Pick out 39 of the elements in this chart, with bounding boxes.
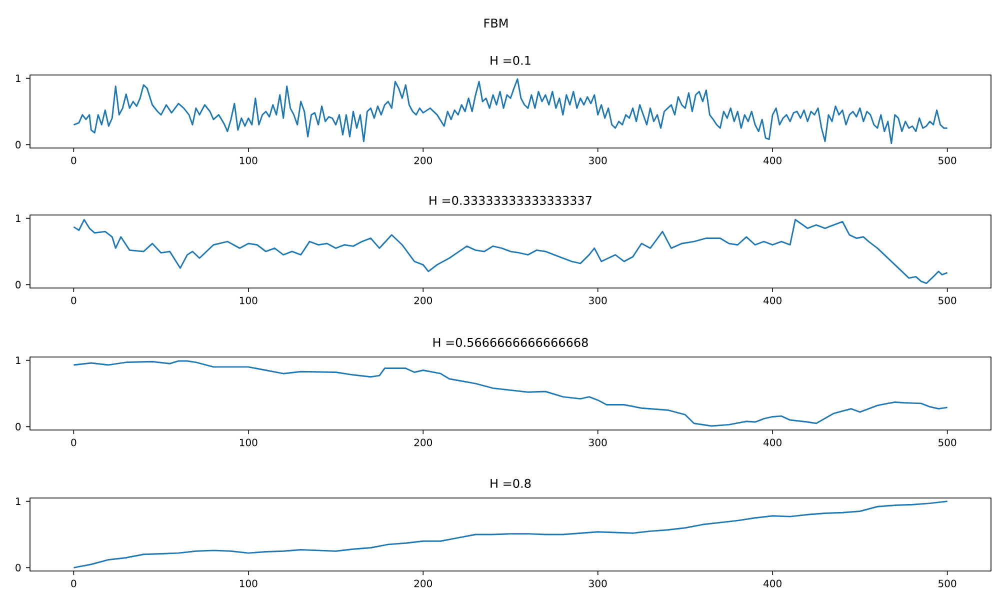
- chart-title: FBM: [484, 18, 508, 28]
- x-tick-label: 500: [938, 580, 956, 588]
- chart-title: H =0.5666666666666668: [433, 338, 588, 347]
- x-tick-label: 400: [764, 296, 782, 304]
- x-tick-label: 100: [240, 156, 258, 164]
- x-tick-label: 400: [764, 580, 782, 588]
- x-tick-label: 100: [240, 438, 258, 446]
- x-tick-label: 300: [589, 580, 607, 588]
- x-tick-label: 200: [414, 296, 432, 304]
- x-tick-label: 500: [938, 156, 956, 164]
- x-tick-label: 300: [589, 296, 607, 304]
- x-tick-label: 0: [71, 156, 76, 164]
- chart-title: H =0.8: [490, 478, 531, 488]
- x-tick-label: 300: [589, 438, 607, 446]
- x-tick-label: 200: [414, 438, 432, 446]
- y-tick-label: 0: [16, 280, 21, 288]
- y-tick-label: 1: [16, 74, 20, 82]
- x-tick-label: 100: [240, 296, 258, 304]
- y-tick-label: 0: [16, 564, 21, 572]
- x-tick-label: 400: [764, 438, 782, 446]
- y-tick-label: 0: [16, 422, 21, 430]
- x-tick-label: 100: [240, 580, 258, 588]
- x-tick-label: 0: [71, 438, 76, 446]
- x-tick-label: 200: [414, 156, 432, 164]
- y-tick-label: 1: [16, 498, 20, 505]
- y-tick-label: 1: [16, 214, 20, 222]
- y-tick-label: 0: [16, 140, 21, 148]
- line-series: [72, 360, 948, 427]
- chart-title: H =0.33333333333333337: [430, 196, 592, 205]
- x-tick-label: 400: [764, 156, 782, 164]
- y-tick-label: 1: [16, 356, 20, 364]
- chart-subtitle: H =0.1: [490, 56, 530, 65]
- line-series: [72, 218, 948, 284]
- x-tick-label: 500: [938, 438, 956, 446]
- x-tick-label: 500: [938, 296, 956, 304]
- x-tick-label: 0: [71, 580, 76, 588]
- x-tick-label: 0: [71, 296, 76, 304]
- x-tick-label: 200: [414, 580, 432, 588]
- x-tick-label: 300: [589, 156, 607, 164]
